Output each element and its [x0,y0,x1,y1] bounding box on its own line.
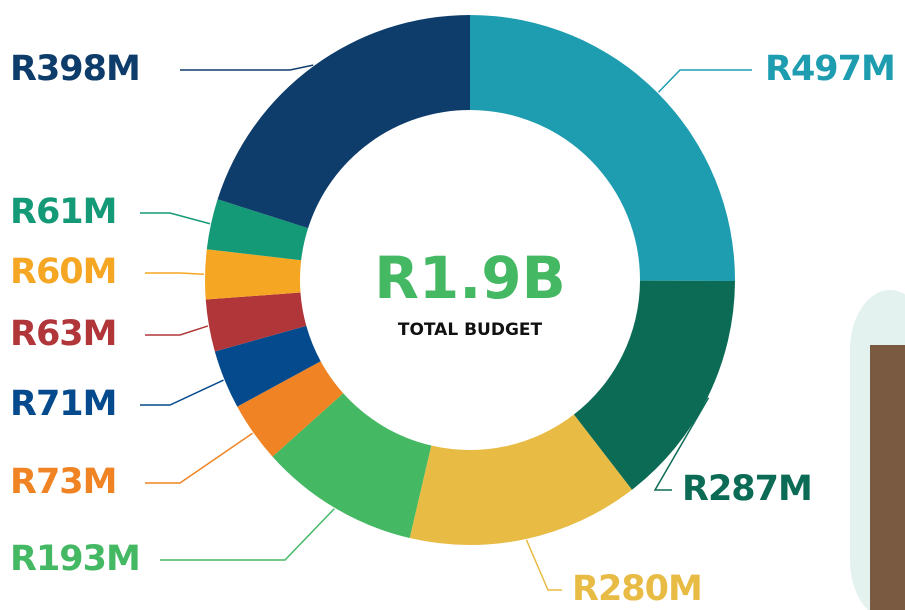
leader-line [140,380,224,405]
leader-line [145,326,208,335]
value-label: R63M [10,314,117,354]
leader-line [145,433,253,483]
value-label: R61M [10,192,117,232]
value-label: R60M [10,252,117,292]
leader-line [180,65,313,70]
value-label: R398M [10,49,140,89]
leader-line [658,70,752,92]
leader-line [140,213,210,224]
value-label: R193M [10,539,140,579]
leader-line [160,509,334,560]
value-label: R71M [10,384,117,424]
photo [870,345,905,610]
value-label: R287M [682,469,812,509]
value-label: R73M [10,462,117,502]
leader-line [145,273,204,274]
chart: R1.9B TOTAL BUDGET R497M R287M R280M R193M R… [0,0,905,610]
value-label: R280M [572,569,702,609]
value-label: R497M [765,49,895,89]
donut-slice [470,15,735,281]
center-caption: TOTAL BUDGET [398,320,543,340]
donut-slice [218,15,470,228]
center-value: R1.9B [374,244,566,312]
leader-line [526,540,562,590]
